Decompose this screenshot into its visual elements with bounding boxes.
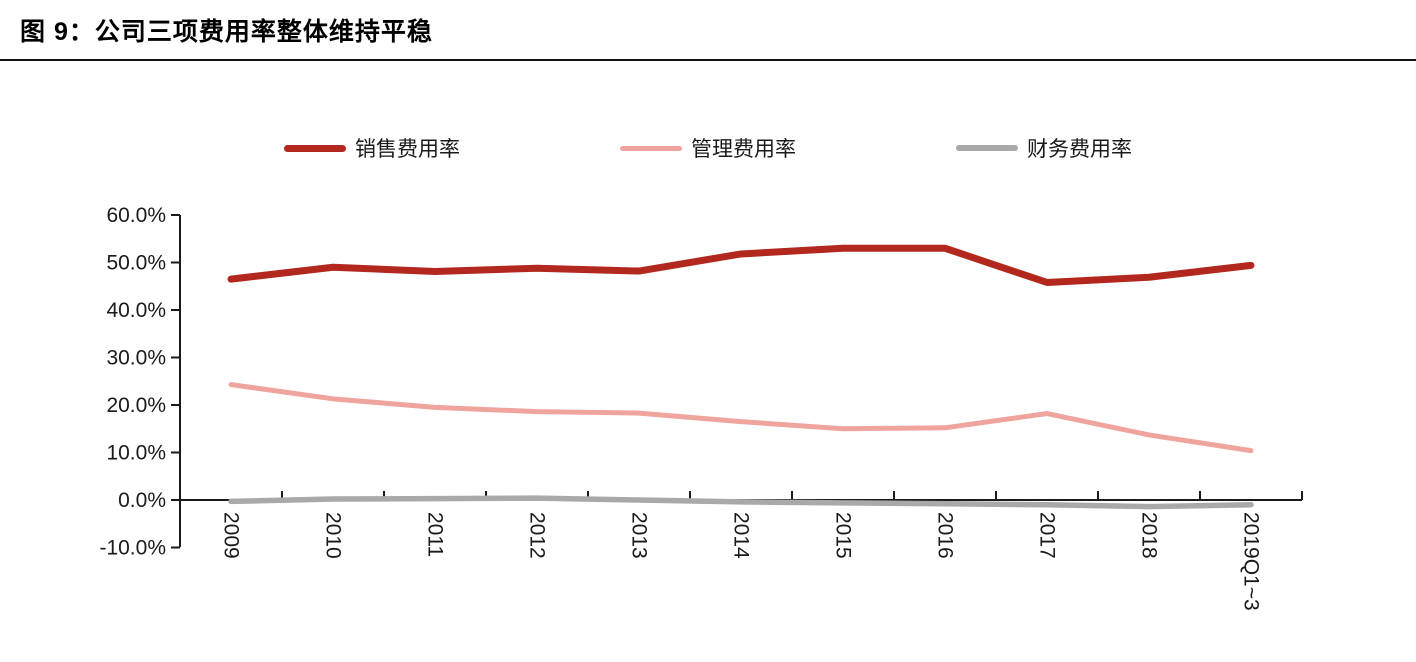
series-line-sales — [227, 244, 1255, 286]
legend-label-admin-expense: 管理费用率 — [691, 138, 796, 161]
admin-line-marker-icon — [620, 145, 682, 151]
finance-line-marker-icon — [956, 145, 1018, 151]
figure-title: 图 9：公司三项费用率整体维持平稳 — [20, 18, 433, 46]
sales-line-marker-icon — [284, 144, 346, 152]
x-axis-tick-label: 2018 — [1138, 512, 1161, 559]
x-axis-tick-label: 2012 — [526, 512, 549, 559]
y-axis-tick-label: 20.0% — [106, 394, 166, 417]
y-axis-tick-label: -10.0% — [99, 537, 166, 560]
chart-legend: 销售费用率 管理费用率 财务费用率 — [0, 133, 1416, 163]
legend-item-admin-expense: 管理费用率 — [620, 133, 796, 163]
legend-item-finance-expense: 财务费用率 — [956, 133, 1132, 163]
x-axis-tick-label: 2013 — [628, 512, 651, 559]
x-axis-tick-label: 2017 — [1036, 512, 1059, 559]
x-axis-tick-label: 2009 — [220, 512, 243, 559]
series-line-admin — [228, 382, 1254, 454]
legend-item-sales-expense: 销售费用率 — [284, 133, 460, 163]
x-axis-tick-label: 2010 — [322, 512, 345, 559]
y-axis-tick-label: 0.0% — [118, 489, 166, 512]
y-axis-tick-label: 60.0% — [106, 204, 166, 227]
legend-label-sales-expense: 销售费用率 — [355, 138, 460, 161]
y-axis-tick-label: 40.0% — [106, 299, 166, 322]
y-axis-tick-label: 50.0% — [106, 252, 166, 275]
title-divider — [0, 59, 1416, 61]
x-axis-tick-label: 2015 — [832, 512, 855, 559]
series-line-finance — [228, 495, 1254, 510]
x-axis-tick-label: 2016 — [934, 512, 957, 559]
x-axis-tick-label: 2011 — [424, 512, 447, 557]
x-axis-tick-label: 2014 — [730, 512, 753, 559]
y-axis-tick-label: 10.0% — [106, 442, 166, 465]
x-axis-tick-label: 2019Q1~3 — [1240, 512, 1263, 611]
legend-label-finance-expense: 财务费用率 — [1027, 138, 1132, 161]
y-axis-tick-label: 30.0% — [106, 347, 166, 370]
